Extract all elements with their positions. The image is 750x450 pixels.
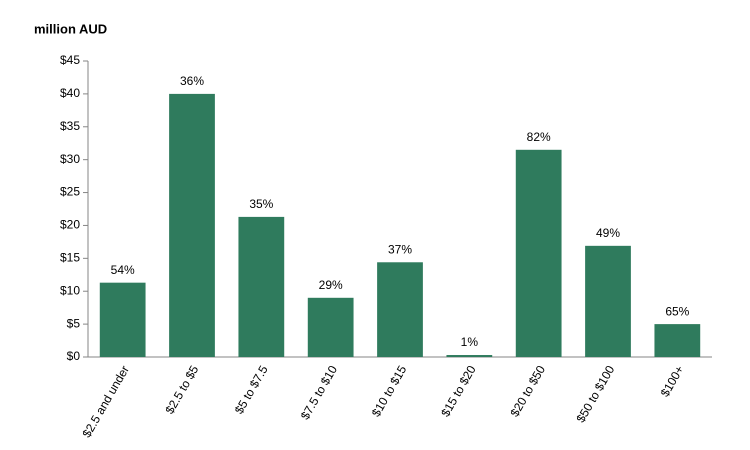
bar-annotation: 49%	[596, 226, 620, 240]
bar	[99, 282, 146, 357]
bar-annotation: 37%	[388, 242, 412, 256]
bar	[238, 216, 285, 357]
y-tick-label: $35	[60, 119, 80, 133]
bar-annotation: 82%	[527, 130, 551, 144]
bar-annotation: 36%	[180, 74, 204, 88]
y-tick-label: $15	[60, 251, 80, 265]
bar-annotation: 35%	[249, 197, 273, 211]
bar	[515, 149, 562, 357]
x-tick-label: $2.5 and under	[80, 363, 132, 440]
x-tick-label: $50 to $100	[574, 363, 618, 425]
bar	[169, 93, 215, 357]
x-tick-label: $100+	[658, 363, 687, 399]
x-tick-label: $5 to $7.5	[232, 363, 271, 417]
x-tick-label: $15 to $20	[438, 363, 479, 419]
x-tick-label: $7.5 to $10	[298, 363, 340, 422]
bar	[377, 262, 423, 357]
bar-annotation: 29%	[319, 278, 343, 292]
y-tick-label: $5	[67, 316, 81, 330]
bar-annotation: 1%	[461, 335, 479, 349]
bar	[307, 297, 354, 357]
bar-annotation: 65%	[665, 304, 689, 318]
bar-annotation: 54%	[111, 263, 135, 277]
y-tick-label: $40	[60, 86, 80, 100]
y-tick-label: $10	[60, 283, 80, 297]
bar	[654, 324, 701, 357]
y-tick-label: $30	[60, 152, 80, 166]
bar	[446, 355, 493, 357]
y-tick-label: $20	[60, 218, 80, 232]
bar	[585, 245, 631, 357]
x-tick-label: $10 to $15	[369, 363, 410, 419]
y-tick-label: $45	[60, 53, 80, 67]
y-tick-label: $25	[60, 185, 80, 199]
x-tick-label: $2.5 to $5	[163, 363, 202, 417]
y-axis-label: million AUD	[34, 21, 107, 36]
x-tick-label: $20 to $50	[508, 363, 549, 419]
y-tick-label: $0	[67, 349, 81, 363]
